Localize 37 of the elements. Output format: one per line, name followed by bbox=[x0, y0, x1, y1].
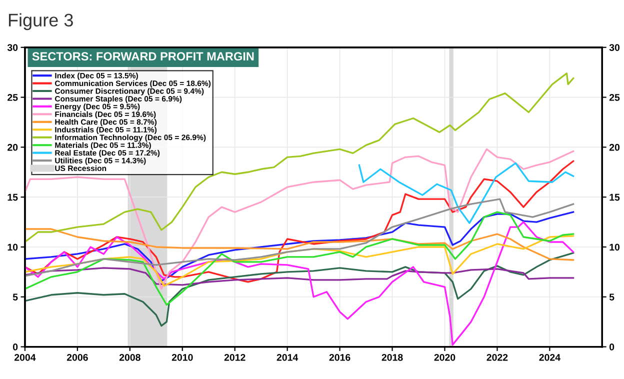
line-series bbox=[24, 228, 574, 261]
y-tick-label: 10 bbox=[8, 244, 18, 251]
y2-tick-label: 10 bbox=[610, 244, 620, 251]
y-tick-label: 25 bbox=[8, 94, 18, 101]
line-series bbox=[24, 252, 574, 327]
chart-subtitle: SECTORS: FORWARD PROFIT MARGIN bbox=[32, 52, 254, 61]
y2-tick-label: 20 bbox=[609, 144, 620, 151]
y-tick-label: 20 bbox=[8, 144, 18, 151]
line-series bbox=[24, 211, 574, 306]
line-series bbox=[358, 162, 574, 224]
x-tick-label: 2006 bbox=[66, 354, 88, 361]
line-series bbox=[24, 235, 574, 287]
x-tick-label: 2024 bbox=[539, 354, 560, 361]
y2-tick-label: 25 bbox=[609, 94, 620, 101]
line-series bbox=[24, 221, 574, 346]
y-tick-label: 30 bbox=[7, 44, 18, 52]
y2-tick-label: 15 bbox=[610, 194, 620, 201]
y-tick-label: 15 bbox=[8, 194, 18, 201]
chart-title: Figure 3 bbox=[8, 13, 73, 30]
line-series bbox=[24, 72, 574, 243]
x-tick-label: 2022 bbox=[486, 354, 508, 361]
x-tick-label: 2012 bbox=[224, 354, 246, 361]
x-tick-label: 2018 bbox=[382, 354, 403, 361]
x-tick-label: 2010 bbox=[172, 354, 193, 361]
line-series bbox=[24, 211, 574, 282]
x-tick-label: 2014 bbox=[276, 354, 298, 361]
x-tick-label: 2016 bbox=[329, 354, 350, 361]
x-tick-label: 2004 bbox=[14, 354, 36, 361]
x-tick-label: 2008 bbox=[119, 354, 140, 361]
y-tick-label: 0 bbox=[12, 344, 18, 350]
y2-tick-label: 30 bbox=[609, 44, 620, 52]
y-tick-label: 5 bbox=[12, 294, 18, 300]
x-tick-label: 2020 bbox=[434, 354, 456, 361]
line-series bbox=[24, 267, 574, 286]
line-series bbox=[24, 198, 574, 277]
y2-tick-label: 0 bbox=[609, 344, 614, 350]
y2-tick-label: 5 bbox=[609, 294, 614, 300]
